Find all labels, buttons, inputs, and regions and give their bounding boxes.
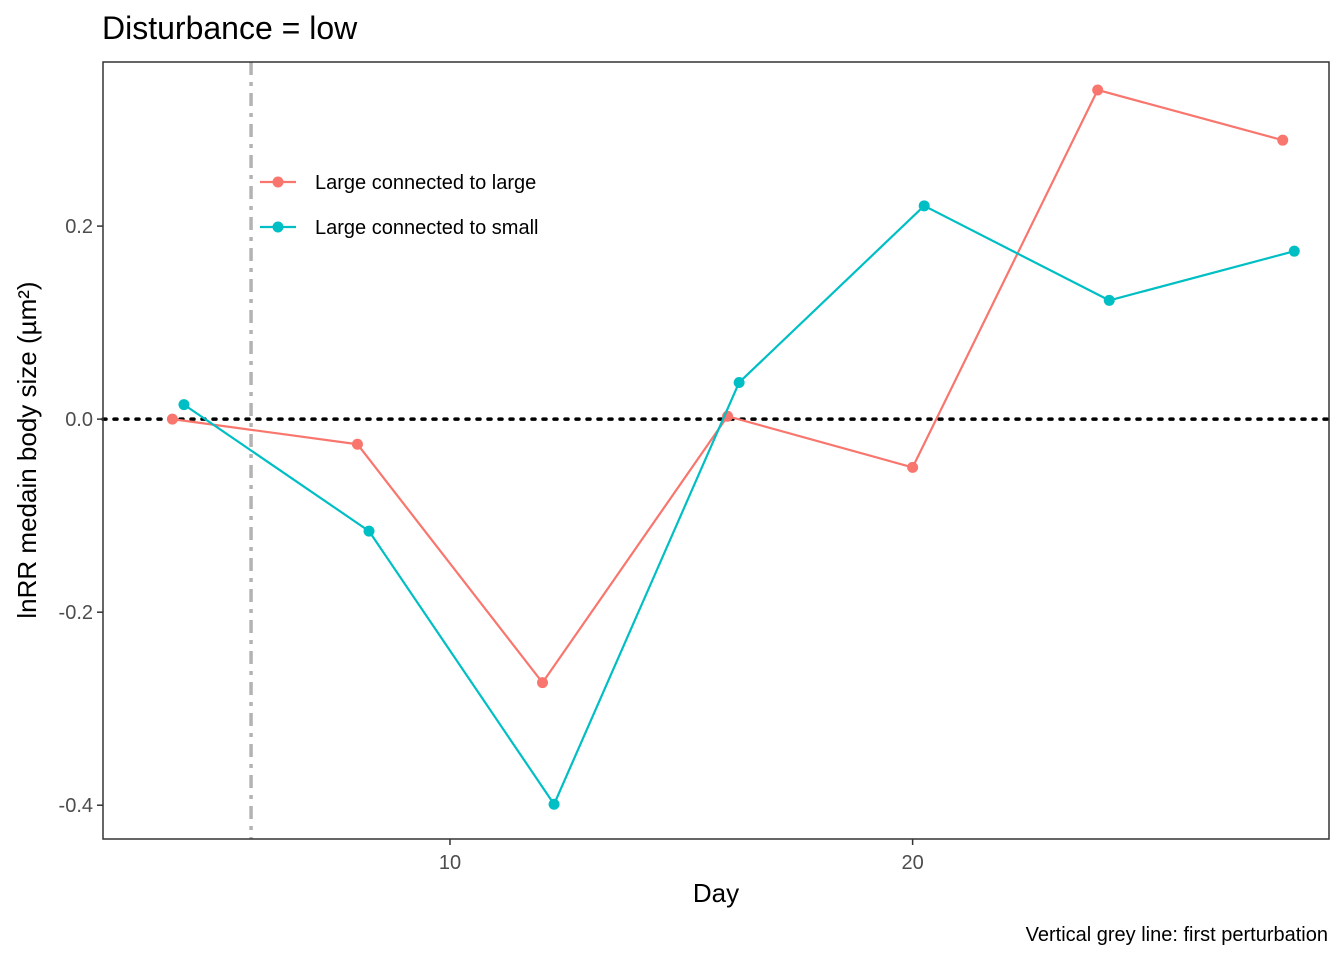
data-point-s2-2 <box>363 525 375 537</box>
series-1 <box>166 84 1289 689</box>
data-point-s1-5 <box>907 461 919 473</box>
data-point-s2-5 <box>918 200 930 212</box>
data-point-s1-7 <box>1277 134 1289 146</box>
data-point-s1-3 <box>537 677 549 689</box>
y-tick-label-4: 0.2 <box>65 216 93 238</box>
y-axis-title: lnRR medain body size (µm²) <box>12 281 42 618</box>
reference-lines <box>101 62 1331 839</box>
data-point-s2-1 <box>178 399 190 411</box>
chart-title: Disturbance = low <box>102 10 358 46</box>
data-point-s2-4 <box>733 376 745 388</box>
data-point-s2-6 <box>1103 294 1115 306</box>
data-point-s1-2 <box>351 438 363 450</box>
legend-point-1 <box>272 176 284 188</box>
data-point-s2-7 <box>1288 245 1300 257</box>
legend-label-2: Large connected to small <box>315 217 538 239</box>
legend-item-2: Large connected to small <box>260 217 538 239</box>
x-tick-label-1: 10 <box>439 852 461 874</box>
y-tick-label-2: -0.2 <box>59 602 93 624</box>
data-point-s1-1 <box>166 413 178 425</box>
x-axis-title: Day <box>693 878 739 908</box>
chart-caption: Vertical grey line: first perturbation <box>1026 924 1328 946</box>
legend-point-2 <box>272 221 284 233</box>
series-layer <box>166 84 1300 810</box>
data-point-s1-6 <box>1092 84 1104 96</box>
x-tick-label-2: 20 <box>901 852 923 874</box>
legend: Large connected to large Large connected … <box>260 172 538 239</box>
series-2 <box>178 200 1300 810</box>
data-point-s2-3 <box>548 798 560 810</box>
plot-panel-border <box>102 61 1330 840</box>
y-tick-label-1: -0.4 <box>59 795 93 817</box>
legend-item-1: Large connected to large <box>260 172 536 194</box>
legend-label-1: Large connected to large <box>315 172 536 194</box>
plot-panel <box>103 62 1329 839</box>
axes: -0.4 -0.2 0.0 0.2 10 20 <box>59 216 924 874</box>
y-tick-label-3: 0.0 <box>65 409 93 431</box>
